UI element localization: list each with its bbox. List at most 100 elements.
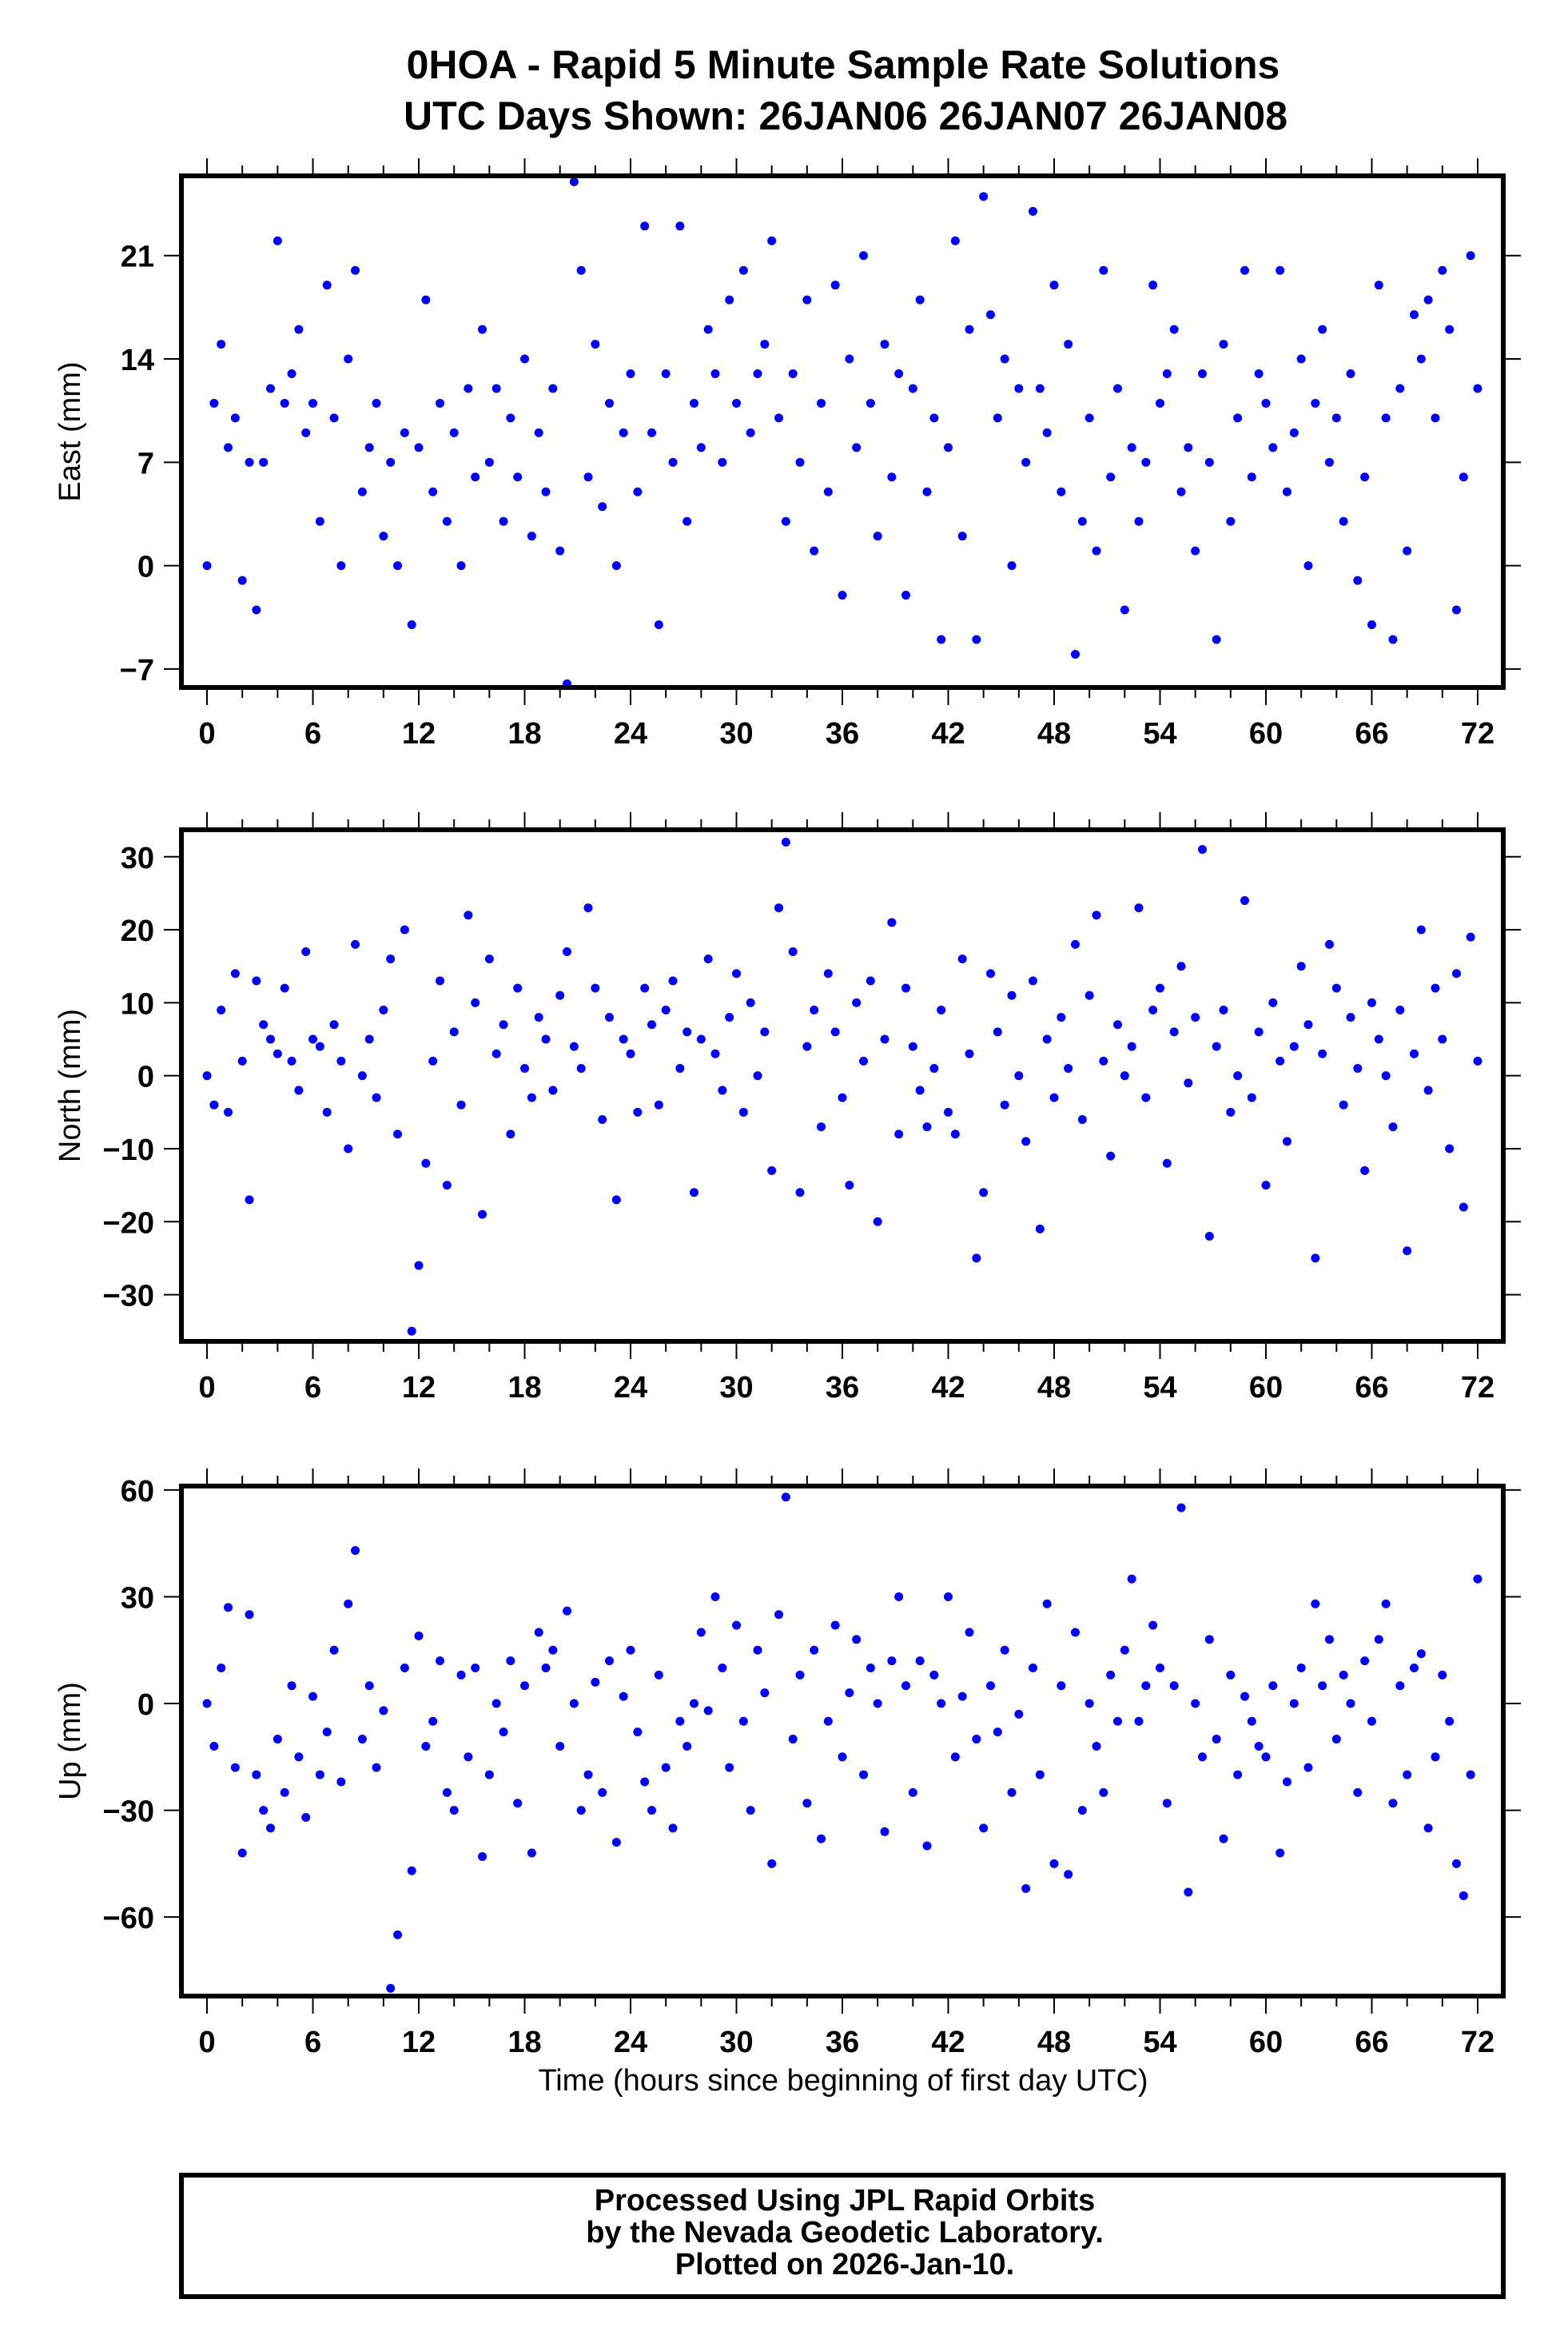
data-point: [294, 1752, 304, 1762]
data-point: [1473, 1056, 1482, 1066]
data-point: [548, 1086, 558, 1095]
data-point: [1064, 1064, 1073, 1074]
data-point: [802, 1042, 812, 1051]
data-point: [1451, 605, 1461, 615]
data-point: [838, 591, 847, 600]
data-point: [259, 1806, 269, 1815]
data-point: [781, 838, 790, 847]
data-point: [633, 1107, 643, 1117]
data-point: [760, 1027, 770, 1037]
x-tick-label: 36: [826, 1371, 859, 1405]
data-point: [619, 1034, 628, 1044]
x-tick-label: 30: [719, 717, 753, 751]
data-point: [943, 1592, 953, 1601]
footer-line1: Processed Using JPL Rapid Orbits: [595, 2184, 1095, 2217]
data-point: [774, 903, 784, 913]
x-tick-label: 54: [1143, 717, 1176, 751]
data-point: [1057, 1013, 1066, 1022]
data-point: [1148, 1006, 1158, 1015]
data-point: [237, 1056, 247, 1066]
data-point: [379, 532, 388, 541]
data-point: [675, 221, 685, 231]
data-point: [555, 546, 565, 556]
x-tick-label: 54: [1143, 1371, 1176, 1405]
data-point: [725, 295, 734, 305]
data-point: [1162, 1158, 1172, 1168]
data-point: [1049, 1859, 1059, 1868]
data-point: [873, 1699, 882, 1708]
data-point: [344, 1599, 353, 1608]
data-point: [520, 354, 530, 364]
data-point: [732, 969, 742, 978]
data-point: [760, 340, 770, 349]
data-point: [1466, 251, 1475, 261]
data-point: [937, 635, 946, 644]
data-point: [1233, 1770, 1243, 1779]
data-point: [400, 428, 409, 437]
x-tick-label: 18: [507, 1371, 541, 1405]
data-point: [1014, 1709, 1024, 1719]
data-point: [738, 1716, 748, 1726]
data-point: [887, 918, 897, 927]
data-point: [1282, 487, 1291, 496]
data-point: [1191, 1013, 1200, 1022]
x-tick-label: 24: [614, 2026, 647, 2059]
data-point: [1169, 1027, 1179, 1037]
data-point: [491, 1699, 501, 1708]
data-point: [710, 1592, 720, 1601]
data-point: [491, 1049, 501, 1058]
data-point: [810, 1006, 819, 1015]
data-point: [894, 1592, 904, 1601]
data-point: [1084, 413, 1094, 423]
data-point: [950, 236, 960, 245]
data-point: [1303, 1763, 1313, 1772]
data-point: [591, 983, 600, 993]
data-point: [442, 1787, 452, 1797]
data-point: [259, 457, 269, 467]
x-tick-label: 24: [614, 717, 647, 751]
data-point: [1346, 1013, 1355, 1022]
data-point: [245, 457, 254, 467]
data-point: [703, 1706, 713, 1715]
data-point: [1388, 1799, 1398, 1808]
data-point: [1331, 1735, 1341, 1744]
data-point: [1403, 546, 1412, 556]
x-tick-label: 66: [1355, 2026, 1388, 2059]
data-point: [732, 1620, 742, 1630]
data-point: [393, 1130, 403, 1139]
data-point: [1339, 1670, 1348, 1680]
data-point: [1268, 998, 1278, 1007]
data-point: [1112, 384, 1122, 393]
data-point: [873, 532, 882, 541]
data-point: [329, 1020, 339, 1030]
data-point: [1473, 1574, 1482, 1584]
data-point: [520, 1681, 530, 1691]
data-point: [1120, 1645, 1129, 1655]
x-tick-label: 72: [1461, 717, 1494, 751]
data-point: [1395, 1006, 1405, 1015]
data-point: [1042, 1034, 1052, 1044]
data-point: [1388, 635, 1398, 644]
data-point: [887, 472, 897, 482]
y-axis-label: Up (mm): [54, 1682, 87, 1800]
data-point: [901, 591, 910, 600]
data-point: [372, 1763, 381, 1772]
data-point: [781, 1492, 790, 1502]
data-point: [1339, 516, 1348, 526]
data-point: [979, 192, 989, 201]
data-point: [1374, 1635, 1383, 1644]
data-point: [1120, 605, 1129, 615]
data-point: [266, 1823, 276, 1833]
data-point: [230, 1763, 240, 1772]
data-point: [1141, 457, 1151, 467]
data-point: [696, 1034, 706, 1044]
data-point: [1431, 983, 1440, 993]
x-tick-label: 0: [198, 1371, 215, 1405]
data-point: [442, 1181, 452, 1190]
y-axis-label: North (mm): [54, 1009, 87, 1162]
footer-box: [179, 2173, 1506, 2299]
data-point: [880, 1034, 889, 1044]
y-axis-label: East (mm): [54, 361, 87, 501]
data-point: [738, 265, 748, 275]
data-point: [943, 1107, 953, 1117]
